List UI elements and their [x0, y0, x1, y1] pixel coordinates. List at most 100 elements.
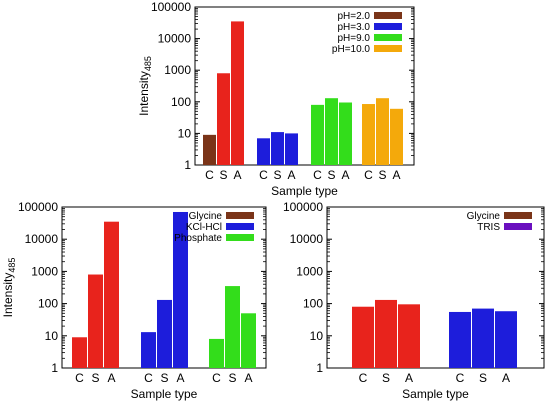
- y-tick-label: 10000: [158, 32, 192, 46]
- y-tick-label: 100: [171, 95, 191, 109]
- x-tick-label: C: [75, 371, 84, 385]
- bar: [472, 308, 494, 368]
- x-axis-label: Sample type: [271, 184, 338, 198]
- y-tick-label: 1000: [296, 264, 323, 278]
- plot-frame: [326, 206, 545, 369]
- x-tick-label: A: [244, 371, 252, 385]
- bar: [311, 104, 324, 165]
- x-tick-label: A: [392, 168, 400, 182]
- legend-label: pH=3.0: [337, 22, 370, 33]
- bar: [390, 108, 403, 165]
- bar: [72, 337, 87, 368]
- x-tick-label: C: [259, 168, 268, 182]
- legend-swatch: [226, 212, 254, 219]
- bar: [203, 134, 216, 165]
- bar: [495, 311, 517, 368]
- bar: [325, 98, 338, 165]
- x-axis-label: Sample type: [402, 387, 469, 401]
- y-axis-label: Intensity485: [137, 56, 153, 116]
- x-tick-label: C: [364, 168, 373, 182]
- legend-swatch: [374, 12, 402, 19]
- y-tick-label: 10: [310, 329, 324, 343]
- legend-swatch: [226, 234, 254, 241]
- bar: [352, 306, 374, 368]
- bar: [398, 304, 420, 368]
- x-tick-label: C: [456, 371, 465, 385]
- legend-label: pH=9.0: [337, 33, 370, 44]
- bar: [339, 102, 352, 165]
- y-tick-label: 1000: [31, 264, 58, 278]
- x-tick-label: A: [502, 371, 510, 385]
- bar: [173, 211, 188, 368]
- x-tick-label: A: [405, 371, 413, 385]
- x-tick-label: A: [107, 371, 115, 385]
- legend-label: TRIS: [477, 222, 500, 233]
- legend-swatch: [374, 34, 402, 41]
- y-tick-label: 1: [184, 158, 191, 172]
- bar: [375, 299, 397, 368]
- bar: [141, 332, 156, 368]
- bar: [209, 338, 224, 368]
- x-axis-label: Sample type: [131, 387, 198, 401]
- bar: [157, 299, 172, 368]
- x-tick-label: S: [219, 168, 227, 182]
- legend-label: Glycine: [467, 211, 501, 222]
- x-tick-label: A: [233, 168, 241, 182]
- bar: [285, 133, 298, 165]
- y-tick-label: 1: [316, 361, 323, 375]
- bar: [231, 21, 244, 165]
- x-tick-label: C: [359, 371, 368, 385]
- bar: [88, 274, 103, 368]
- x-tick-label: S: [228, 371, 236, 385]
- bar: [449, 311, 471, 368]
- x-tick-label: C: [313, 168, 322, 182]
- x-tick-label: S: [160, 371, 168, 385]
- x-tick-label: S: [479, 371, 487, 385]
- bar: [104, 221, 119, 368]
- x-tick-label: C: [205, 168, 214, 182]
- y-tick-label: 10000: [25, 232, 59, 246]
- legend-swatch: [504, 223, 532, 230]
- y-tick-label: 100: [38, 297, 58, 311]
- bar: [362, 104, 375, 165]
- legend-label: pH=2.0: [337, 11, 370, 22]
- legend-swatch: [504, 212, 532, 219]
- legend-swatch: [374, 23, 402, 30]
- bar: [257, 138, 270, 165]
- bar: [217, 73, 230, 165]
- y-tick-label: 10000: [290, 232, 324, 246]
- x-tick-label: A: [341, 168, 349, 182]
- legend-label: Phosphate: [174, 233, 222, 244]
- y-tick-label: 100000: [151, 0, 191, 14]
- legend-label: pH=10.0: [332, 44, 371, 55]
- y-tick-label: 100000: [283, 200, 323, 214]
- x-tick-label: S: [378, 168, 386, 182]
- y-tick-label: 100000: [18, 200, 58, 214]
- bar: [376, 98, 389, 165]
- legend-label: Glycine: [189, 211, 223, 222]
- y-axis-label: Intensity485: [1, 258, 17, 318]
- y-tick-label: 10: [178, 126, 192, 140]
- x-tick-label: S: [273, 168, 281, 182]
- x-tick-label: A: [287, 168, 295, 182]
- bar: [241, 313, 256, 368]
- y-tick-label: 1: [51, 361, 58, 375]
- x-tick-label: S: [382, 371, 390, 385]
- bar: [225, 286, 240, 368]
- y-tick-label: 100: [303, 297, 323, 311]
- x-tick-label: C: [144, 371, 153, 385]
- bar: [271, 132, 284, 165]
- legend-swatch: [226, 223, 254, 230]
- legend-label: KCl-HCl: [186, 222, 222, 233]
- y-tick-label: 1000: [164, 63, 191, 77]
- x-tick-label: S: [327, 168, 335, 182]
- legend-swatch: [374, 45, 402, 52]
- y-tick-label: 10: [45, 329, 59, 343]
- x-tick-label: A: [176, 371, 184, 385]
- plot-frame: [194, 6, 415, 166]
- x-tick-label: C: [212, 371, 221, 385]
